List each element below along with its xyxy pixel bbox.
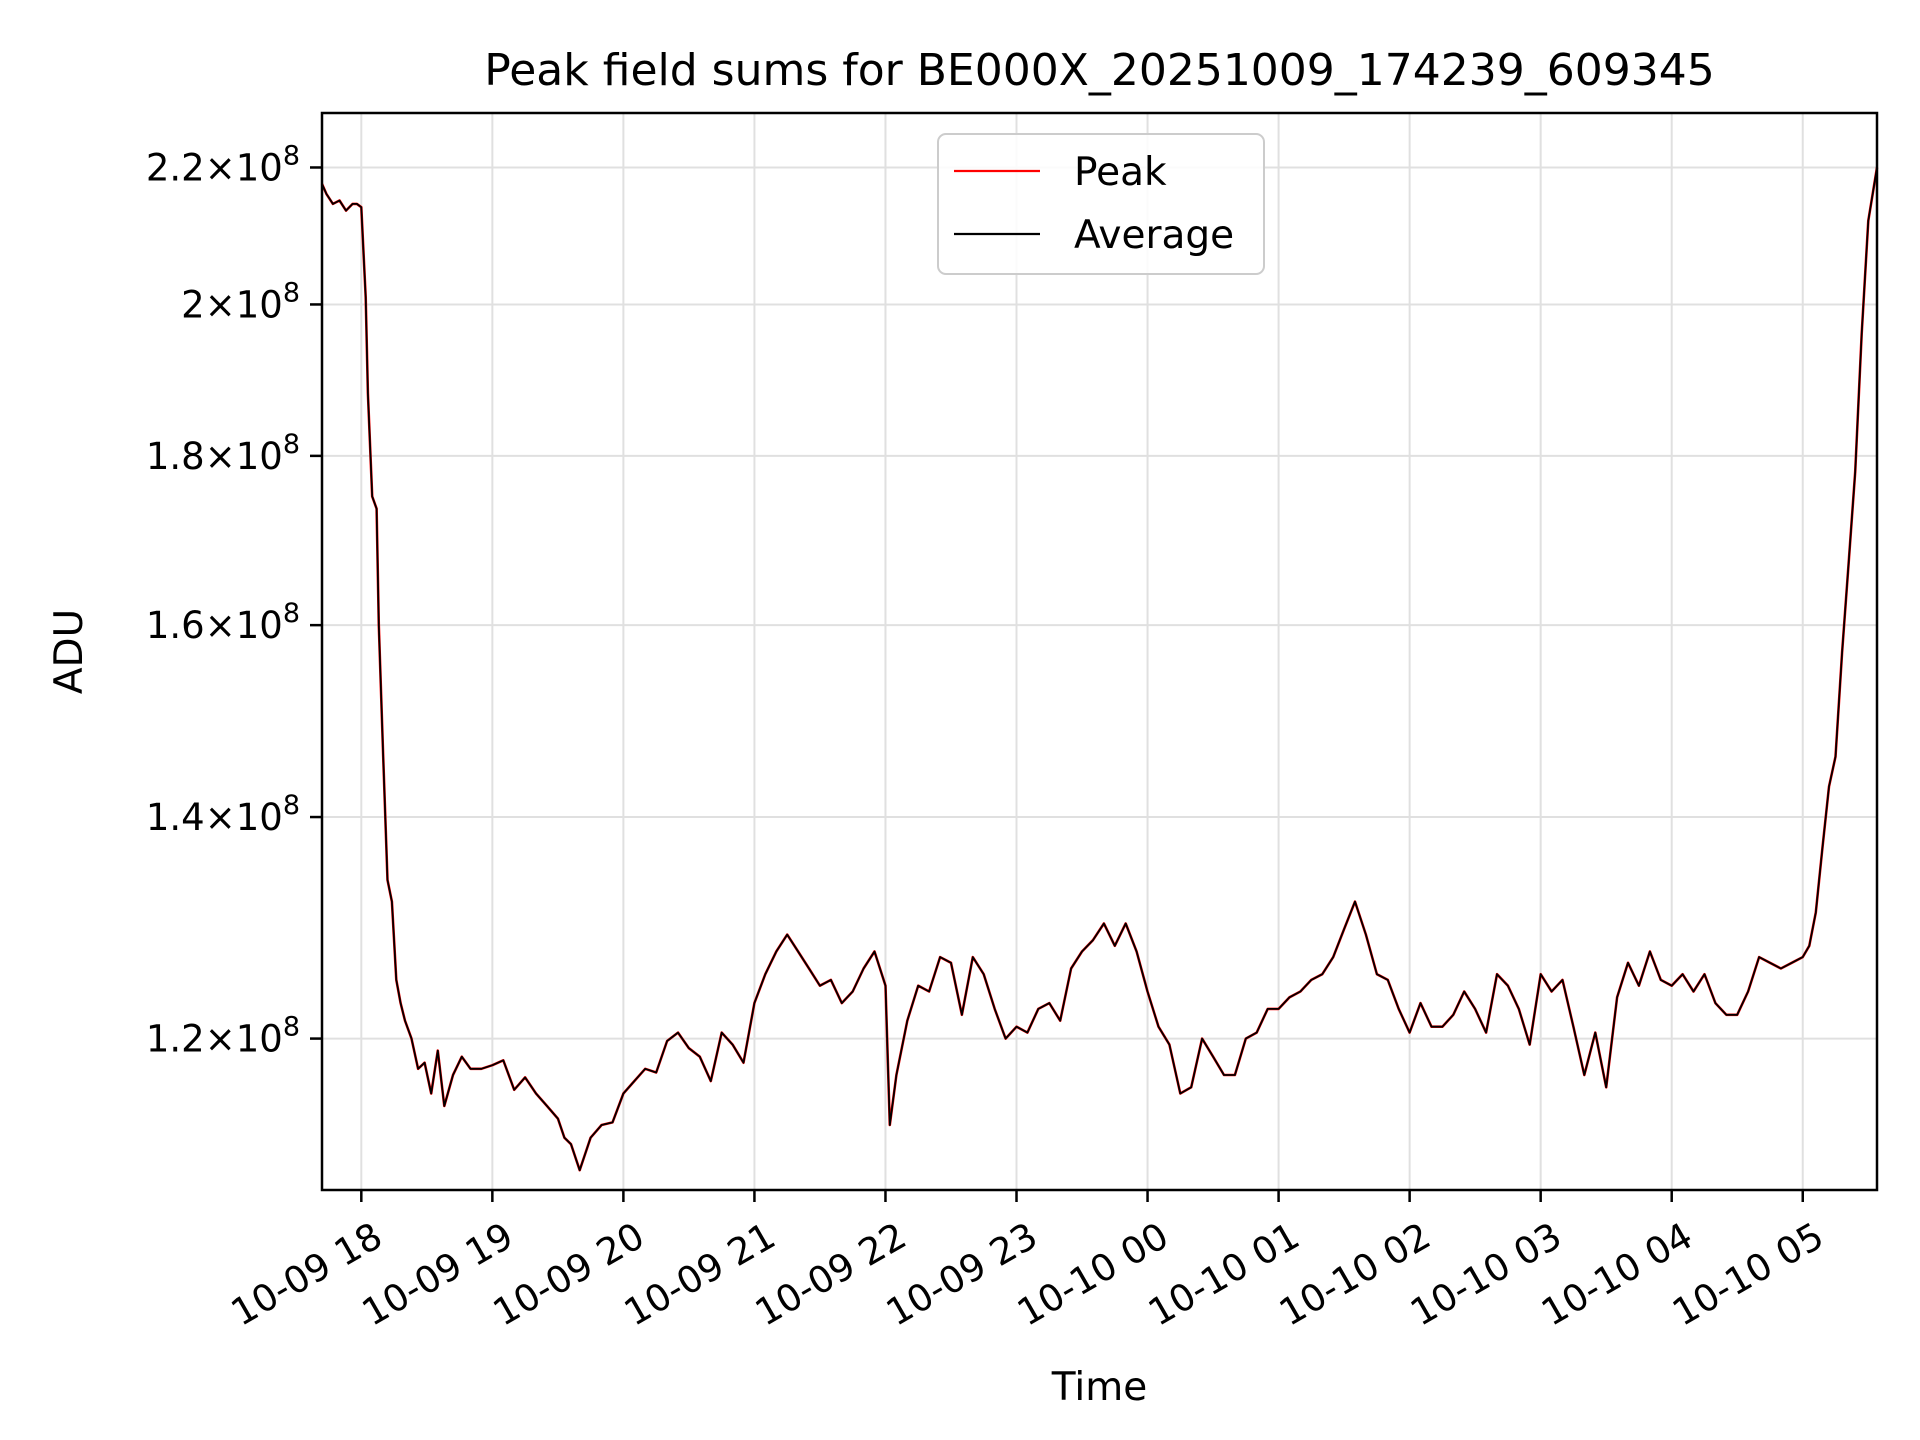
x-tick-label: 10-09 19 xyxy=(355,1214,521,1334)
x-tick-label: 10-10 03 xyxy=(1403,1214,1569,1334)
plot-area xyxy=(322,113,1877,1190)
y-tick-exponent: 8 xyxy=(283,1012,300,1043)
x-tick-label: 10-10 01 xyxy=(1141,1214,1307,1334)
y-tick-exponent: 8 xyxy=(283,429,300,460)
legend-label-average: Average xyxy=(1074,213,1234,258)
series-line-average xyxy=(321,167,1878,1172)
y-tick-label: 1.8×108 xyxy=(146,429,300,478)
y-tick-label: 2.2×108 xyxy=(146,140,300,189)
x-tick-label: 10-09 20 xyxy=(486,1214,652,1334)
x-tick-label: 10-10 00 xyxy=(1010,1214,1176,1334)
y-tick-exponent: 8 xyxy=(283,790,300,821)
series-lines xyxy=(320,167,1879,1172)
legend-box xyxy=(937,133,1265,275)
x-tick-label: 10-10 02 xyxy=(1272,1214,1438,1334)
y-tick-mantissa: 2 xyxy=(181,283,205,326)
grid-lines xyxy=(322,113,1877,1190)
x-tick-label: 10-09 18 xyxy=(224,1214,390,1334)
y-tick-times: ×10 xyxy=(205,435,283,478)
y-tick-exponent: 8 xyxy=(283,277,300,308)
plot-frame xyxy=(320,111,1879,1192)
chart-title: Peak field sums for BE000X_20251009_1742… xyxy=(484,45,1714,96)
y-tick-times: ×10 xyxy=(205,283,283,326)
y-tick-times: ×10 xyxy=(205,796,283,839)
y-tick-exponent: 8 xyxy=(283,140,300,171)
y-tick-times: ×10 xyxy=(205,1018,283,1061)
y-tick-mantissa: 1.4 xyxy=(146,796,205,839)
y-tick-label: 1.6×108 xyxy=(146,598,300,647)
x-tick-label: 10-10 04 xyxy=(1534,1214,1700,1334)
y-tick-mantissa: 1.8 xyxy=(146,435,205,478)
y-tick-times: ×10 xyxy=(205,146,283,189)
y-tick-mantissa: 1.6 xyxy=(146,604,205,647)
x-tick-label: 10-09 21 xyxy=(617,1214,783,1334)
x-axis-label: Time xyxy=(1051,1365,1147,1410)
y-tick-mantissa: 1.2 xyxy=(146,1018,205,1061)
x-tick-label: 10-09 23 xyxy=(879,1214,1045,1334)
y-tick-mantissa: 2.2 xyxy=(146,146,205,189)
y-tick-times: ×10 xyxy=(205,604,283,647)
legend: Peak Average xyxy=(937,133,1265,275)
y-tick-label: 1.4×108 xyxy=(146,790,300,839)
x-tick-label: 10-10 05 xyxy=(1665,1214,1831,1334)
y-tick-exponent: 8 xyxy=(283,598,300,629)
legend-label-peak: Peak xyxy=(1074,150,1167,195)
y-tick-label: 1.2×108 xyxy=(146,1012,300,1061)
y-axis-label: ADU xyxy=(47,609,92,694)
y-tick-label: 2×108 xyxy=(181,277,300,326)
x-tick-label: 10-09 22 xyxy=(748,1214,914,1334)
